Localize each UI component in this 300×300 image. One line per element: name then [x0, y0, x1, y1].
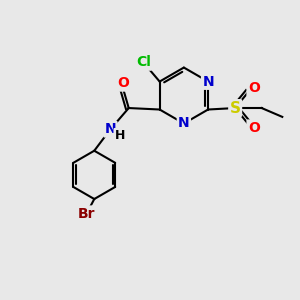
Text: N: N: [202, 74, 214, 88]
Text: O: O: [248, 121, 260, 135]
Text: N: N: [105, 122, 116, 136]
Text: O: O: [248, 81, 260, 95]
Text: Br: Br: [78, 207, 96, 221]
Text: H: H: [115, 129, 125, 142]
Text: S: S: [230, 100, 241, 116]
Text: O: O: [118, 76, 129, 90]
Text: N: N: [178, 116, 190, 130]
Text: Cl: Cl: [136, 56, 151, 69]
